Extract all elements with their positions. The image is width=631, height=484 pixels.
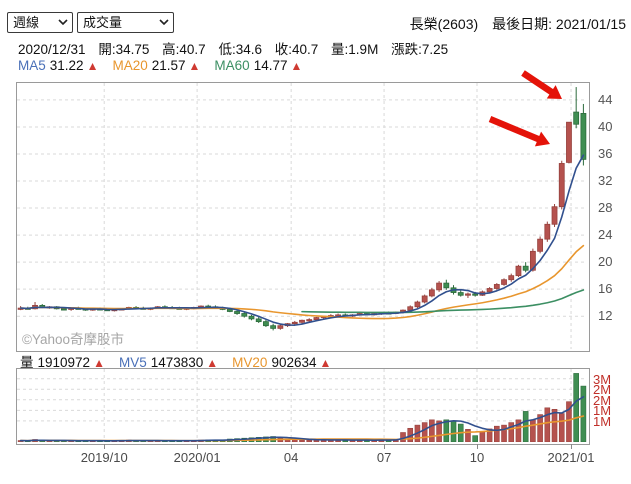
price-tick-label: 40 — [598, 118, 613, 134]
x-axis-label: 2019/10 — [80, 450, 128, 465]
ma60-label: MA60 — [214, 58, 250, 73]
up-triangle-icon: ▲ — [86, 59, 99, 73]
info-open: 開:34.75 — [98, 42, 150, 57]
price-tick-label: 12 — [598, 308, 613, 324]
x-axis-tick — [104, 444, 106, 449]
x-axis-tick — [291, 444, 293, 449]
x-axis-label: 2021/01 — [547, 450, 595, 465]
stock-name: 長榮(2603) — [409, 16, 479, 32]
mv5-label: MV5 — [118, 355, 147, 370]
info-date: 2020/12/31 — [18, 42, 86, 57]
chart-header: 長榮(2603) 最後日期: 2021/01/15 — [410, 14, 626, 34]
info-high: 高:40.7 — [162, 42, 206, 57]
up-triangle-icon: ▲ — [290, 59, 303, 73]
info-close: 收:40.7 — [274, 42, 319, 57]
x-axis-label: 07 — [376, 450, 392, 465]
info-volume: 量:1.9M — [331, 42, 379, 57]
mv20-value: 902634 — [271, 355, 317, 370]
volume-tick-label: 3M — [593, 371, 612, 387]
x-axis-tick — [197, 444, 199, 449]
x-axis-tick — [476, 444, 478, 449]
up-triangle-icon: ▲ — [93, 356, 105, 370]
ma20-value: 21.57 — [151, 58, 186, 73]
volume-label: 量 — [20, 355, 34, 370]
price-tick-label: 44 — [598, 91, 613, 107]
price-tick-label: 20 — [598, 254, 613, 270]
price-tick-label: 36 — [598, 145, 613, 161]
volume-chart — [17, 369, 587, 442]
ma20-label: MA20 — [112, 58, 148, 73]
interval-select-wrap: 週線 — [7, 12, 73, 33]
info-low: 低:34.6 — [218, 42, 262, 57]
ma5-label: MA5 — [18, 58, 46, 73]
price-tick-label: 24 — [598, 227, 613, 243]
volume-tick-label: 1M — [593, 403, 612, 419]
mv5-value: 1473830 — [150, 355, 204, 370]
ma5-value: 31.22 — [49, 58, 84, 73]
x-axis-label: 2020/01 — [173, 450, 221, 465]
main-candlestick-chart — [17, 83, 587, 349]
x-axis-tick — [384, 444, 386, 449]
yahoo-watermark: ©Yahoo奇摩股市 — [22, 332, 124, 347]
price-tick-label: 28 — [598, 200, 613, 216]
ma60-value: 14.77 — [253, 58, 288, 73]
main-candlestick-panel[interactable]: ©Yahoo奇摩股市 — [16, 82, 590, 352]
up-triangle-icon: ▲ — [319, 356, 332, 370]
up-triangle-icon: ▲ — [206, 356, 219, 370]
x-axis-label: 04 — [283, 450, 299, 465]
overlay-select[interactable]: 成交量 — [77, 12, 174, 33]
price-tick-label: 16 — [598, 281, 613, 297]
volume-tick-label: 2M — [593, 382, 612, 398]
interval-select[interactable]: 週線 — [7, 12, 73, 33]
volume-panel[interactable] — [16, 368, 590, 445]
ma-legend: MA5 31.22 ▲ MA20 21.57 ▲ MA60 14.77 ▲ — [18, 58, 316, 73]
overlay-select-wrap: 成交量 — [77, 12, 174, 33]
ohlc-info-row: 2020/12/31 開:34.75 高:40.7 低:34.6 收:40.7 … — [18, 38, 457, 58]
last-date: 最後日期: 2021/01/15 — [492, 16, 626, 32]
volume-value: 1910972 — [37, 355, 91, 370]
volume-tick-label: 2M — [593, 392, 612, 408]
up-triangle-icon: ▲ — [188, 59, 201, 73]
volume-legend: 量 1910972 ▲ MV5 1473830 ▲ MV20 902634 ▲ — [20, 351, 345, 371]
volume-tick-label: 1M — [593, 413, 612, 429]
info-change: 漲跌:7.25 — [391, 42, 449, 57]
price-tick-label: 32 — [598, 173, 613, 189]
x-axis-tick — [571, 444, 573, 449]
x-axis-label: 10 — [469, 450, 485, 465]
mv20-label: MV20 — [232, 355, 268, 370]
